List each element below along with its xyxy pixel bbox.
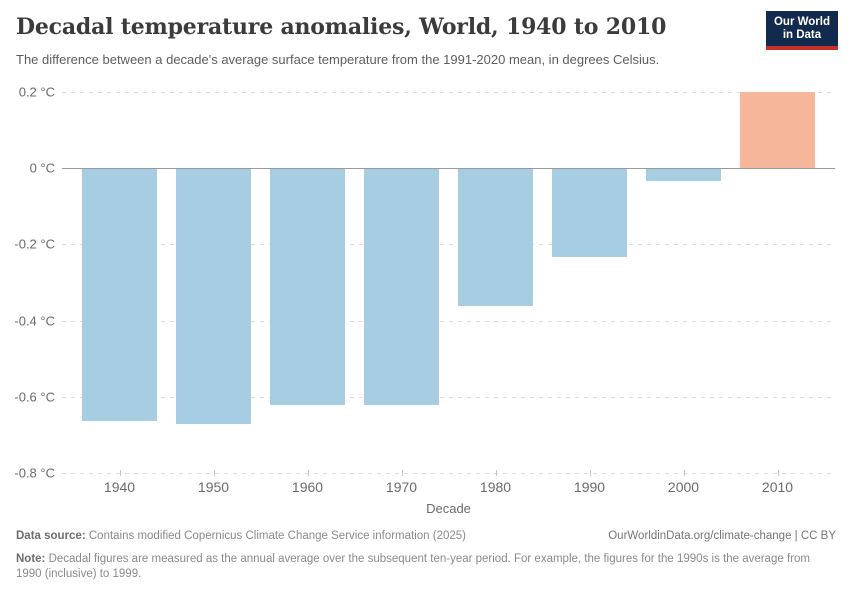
bar-1960[interactable] — [270, 169, 345, 406]
plot-area — [62, 92, 835, 476]
x-axis-title: Decade — [426, 501, 471, 516]
x-tick-1960 — [307, 470, 309, 476]
note-label: Note: — [16, 552, 46, 565]
x-axis-label-1970: 1970 — [385, 479, 418, 495]
logo-accent-bar — [765, 46, 838, 50]
y-axis-label: -0.8 °C — [14, 465, 55, 481]
y-axis-label: -0.4 °C — [14, 313, 55, 329]
y-axis-labels: 0.2 °C 0 °C -0.2 °C -0.4 °C -0.6 °C -0.8 °C — [0, 85, 55, 481]
x-tick-1950 — [213, 470, 215, 476]
x-axis-label-1980: 1980 — [479, 479, 512, 495]
data-source-label: Data source: — [16, 530, 86, 542]
zero-axis-line — [62, 168, 835, 170]
x-tick-1980 — [495, 470, 497, 476]
x-axis-label-2000: 2000 — [667, 479, 700, 495]
y-axis-label: -0.6 °C — [14, 389, 55, 405]
note-line: Note: Decadal figures are measured as th… — [16, 552, 836, 583]
x-tick-1940 — [119, 470, 121, 476]
bar-1970[interactable] — [364, 169, 439, 406]
x-axis-labels: 1940 1950 1960 1970 1980 1990 2000 2010 — [62, 479, 835, 497]
logo-line-2: in Data — [782, 29, 822, 41]
data-source-line: Data source: Contains modified Copernicu… — [16, 529, 466, 545]
x-axis-label-1960: 1960 — [291, 479, 324, 495]
x-axis-label-1950: 1950 — [197, 479, 230, 495]
chart-subtitle: The difference between a decade's averag… — [16, 52, 660, 67]
data-source-text: Contains modified Copernicus Climate Cha… — [85, 530, 466, 542]
y-axis-label: -0.2 °C — [14, 236, 55, 252]
x-axis-label-1940: 1940 — [103, 479, 136, 495]
x-axis-label-2010: 2010 — [761, 479, 794, 495]
owid-logo[interactable]: Our World in Data — [765, 11, 838, 50]
x-tick-2000 — [683, 470, 685, 476]
gridline--0.2°C — [62, 244, 835, 246]
gridline--0.6°C — [62, 396, 835, 398]
y-axis-label: 0 °C — [29, 160, 55, 176]
note-text: Decadal figures are measured as the annu… — [16, 552, 810, 581]
bar-2000[interactable] — [646, 169, 721, 181]
bar-1950[interactable] — [176, 169, 251, 425]
logo-line-1: Our World — [773, 16, 830, 28]
bar-1980[interactable] — [458, 169, 533, 307]
x-tick-2010 — [777, 470, 779, 476]
gridline-0.2°C — [62, 92, 835, 93]
x-tick-1970 — [401, 470, 403, 476]
bar-2010[interactable] — [740, 92, 815, 169]
gridline--0.8°C — [62, 473, 835, 474]
x-axis-label-1990: 1990 — [573, 479, 606, 495]
chart-footer: Data source: Contains modified Copernicu… — [16, 529, 836, 583]
license-link[interactable]: OurWorldinData.org/climate-change | CC B… — [608, 530, 836, 542]
bar-1990[interactable] — [552, 169, 627, 257]
y-axis-label: 0.2 °C — [18, 84, 55, 100]
page-title: Decadal temperature anomalies, World, 19… — [16, 14, 667, 40]
x-tick-1990 — [589, 470, 591, 476]
bar-1940[interactable] — [82, 169, 157, 421]
gridline--0.4°C — [62, 320, 835, 322]
